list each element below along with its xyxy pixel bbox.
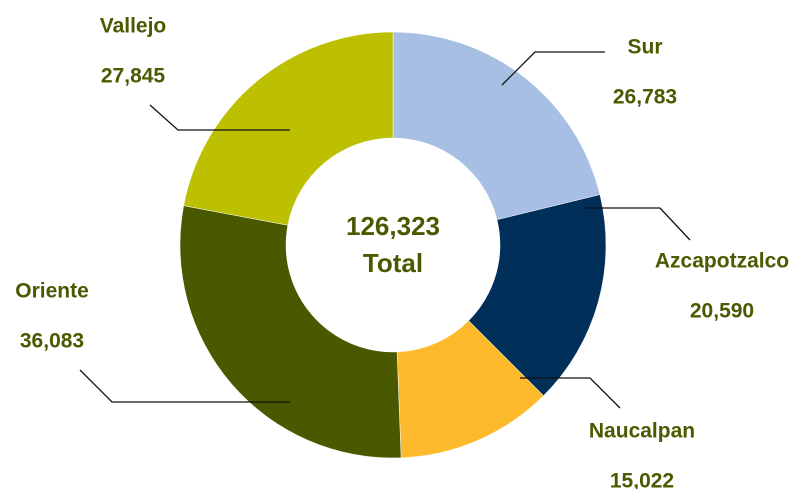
value-label: 20,590 (690, 300, 754, 323)
slice-label: Sur (627, 36, 662, 59)
leader-line (79, 369, 290, 403)
value-label: 27,845 (101, 65, 166, 88)
leader-line (520, 377, 621, 409)
value-label: 36,083 (20, 330, 84, 353)
center-label: 126,323 (346, 211, 440, 241)
slice-label: Oriente (15, 280, 89, 303)
value-label: 26,783 (613, 86, 677, 109)
value-label: 15,022 (610, 470, 674, 489)
slice (468, 194, 607, 396)
leader-line (585, 207, 691, 241)
slice-label: Azcapotzalco (655, 250, 789, 273)
slice (179, 205, 402, 459)
center-caption: Total (363, 248, 423, 278)
slice-label: Naucalpan (589, 420, 695, 443)
leader-line (149, 104, 290, 131)
slice (183, 31, 394, 226)
leader-line (501, 51, 605, 86)
slice-label: Vallejo (100, 15, 167, 38)
slice (392, 31, 601, 221)
